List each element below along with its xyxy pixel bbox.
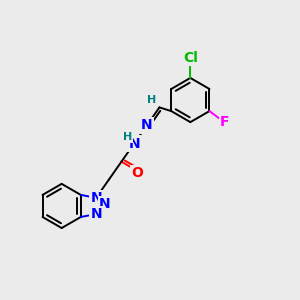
Text: N: N: [99, 197, 111, 212]
Text: N: N: [90, 191, 102, 205]
Text: N: N: [141, 118, 153, 133]
Text: N: N: [128, 136, 140, 151]
Text: H: H: [123, 132, 132, 142]
Text: N: N: [90, 207, 102, 221]
Text: F: F: [220, 115, 230, 129]
Text: H: H: [147, 95, 156, 105]
Text: Cl: Cl: [183, 51, 198, 65]
Text: O: O: [132, 166, 143, 180]
